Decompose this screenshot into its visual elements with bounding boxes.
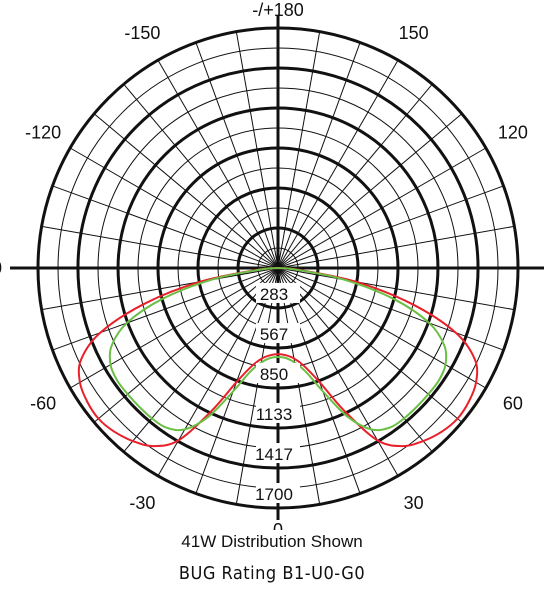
series-line-1 — [77, 267, 479, 448]
angle-label: -90 — [0, 258, 2, 278]
angle-label: -120 — [25, 122, 61, 142]
ring-label: 850 — [260, 365, 288, 384]
ring-label: 283 — [260, 285, 288, 304]
ring-label: 1133 — [256, 405, 293, 424]
angle-label: 60 — [503, 394, 523, 414]
series-layer — [77, 267, 479, 448]
angle-label: -60 — [30, 394, 56, 414]
ring-label-bg — [256, 363, 300, 383]
ring-label-bg — [256, 282, 300, 303]
ring-label: 1700 — [255, 485, 293, 504]
distribution-caption: 41W Distribution Shown — [181, 532, 363, 551]
angle-label: -30 — [129, 493, 155, 513]
angle-label: 0 — [273, 520, 283, 530]
bug-rating-caption: BUG Rating B1-U0-G0 — [178, 563, 366, 584]
angle-label: 120 — [498, 122, 528, 142]
ring-label-bg — [256, 443, 300, 464]
angle-label: 150 — [399, 23, 429, 43]
ring-label-bg — [256, 483, 300, 503]
angle-label: 30 — [404, 493, 424, 513]
angle-label: -/+180 — [252, 0, 304, 20]
series-line-2 — [108, 267, 448, 432]
ring-labels: 283 567 850 1133 1417 1700 — [255, 282, 300, 504]
ring-label: 1417 — [255, 445, 293, 464]
angle-label: -150 — [124, 23, 160, 43]
ring-label-bg — [256, 323, 300, 344]
ring-label-bg — [256, 402, 300, 423]
ring-label: 567 — [260, 325, 288, 344]
